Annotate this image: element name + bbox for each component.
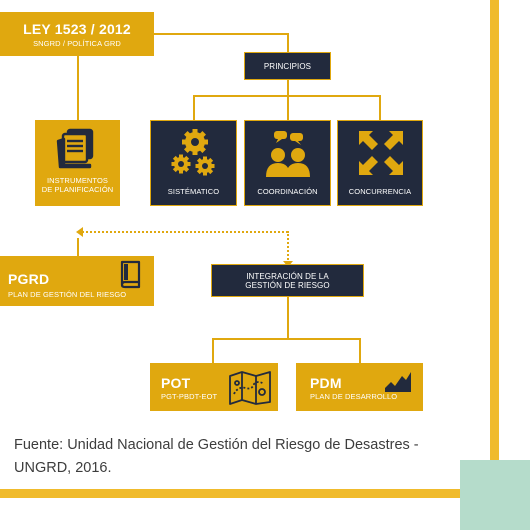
pdm-subtitle: PLAN DE DESARROLLO (310, 392, 398, 401)
converging-arrows-icon (359, 131, 403, 175)
pdm-box: PDM PLAN DE DESARROLLO (296, 363, 423, 411)
instrumentos-label-line1: INSTRUMENTOS (46, 176, 109, 185)
connector (77, 238, 79, 256)
bottom-accent-bar (0, 489, 460, 498)
ley-subtitle: SNGRD / POLÍTICA GRD (33, 38, 121, 48)
gears-icon (171, 129, 215, 176)
principle-label: SISTÉMATICO (167, 187, 220, 196)
connector (212, 338, 214, 363)
integracion-label-line1: INTEGRACIÓN DE LA (246, 271, 329, 281)
integracion-label-line2: GESTIÓN DE RIESGO (245, 280, 330, 290)
instrumentos-box: INSTRUMENTOS DE PLANIFICACIÓN (35, 120, 120, 206)
pot-subtitle: PGT-PBDT-EOT (161, 392, 218, 401)
connector (193, 95, 195, 120)
pgrd-title: PGRD (8, 271, 50, 287)
instrumentos-label-line2: DE PLANIFICACIÓN (41, 185, 114, 194)
map-icon (229, 371, 271, 405)
arrow-left-icon (76, 227, 83, 237)
mint-corner-block (460, 460, 530, 530)
principle-label: COORDINACIÓN (257, 187, 318, 196)
dotted-connector (287, 231, 289, 264)
dotted-connector (82, 231, 288, 233)
pgrd-subtitle: PLAN DE GESTIÓN DEL RIESGO (8, 290, 127, 299)
ley-title: LEY 1523 / 2012 (23, 20, 131, 37)
connector (77, 56, 79, 120)
right-accent-bar (490, 0, 499, 460)
integracion-box: INTEGRACIÓN DE LA GESTIÓN DE RIESGO (211, 264, 364, 297)
pgrd-box: PGRD PLAN DE GESTIÓN DEL RIESGO (0, 256, 154, 306)
source-caption: Fuente: Unidad Nacional de Gestión del R… (14, 437, 419, 476)
ley-box: LEY 1523 / 2012 SNGRD / POLÍTICA GRD (0, 12, 154, 56)
principle-box-sistematico: SISTÉMATICO (150, 120, 237, 206)
principle-box-concurrencia: CONCURRENCIA (337, 120, 423, 206)
connector (287, 33, 289, 52)
connector (212, 338, 360, 340)
pot-box: POT PGT-PBDT-EOT (150, 363, 278, 411)
connector (359, 338, 361, 363)
principios-box: PRINCIPIOS (244, 52, 331, 80)
connector (154, 33, 288, 35)
connector (379, 95, 381, 120)
principle-box-coordinacion: COORDINACIÓN (244, 120, 331, 206)
principios-label: PRINCIPIOS (263, 61, 312, 71)
chart-icon (385, 372, 411, 392)
principle-label: CONCURRENCIA (348, 187, 412, 196)
connector (287, 297, 289, 339)
connector (287, 95, 289, 120)
pot-title: POT (161, 375, 191, 391)
connector (287, 80, 289, 96)
people-talking-icon (266, 131, 310, 177)
pdm-title: PDM (310, 375, 342, 391)
book-icon (120, 260, 141, 289)
documents-icon (56, 128, 94, 169)
